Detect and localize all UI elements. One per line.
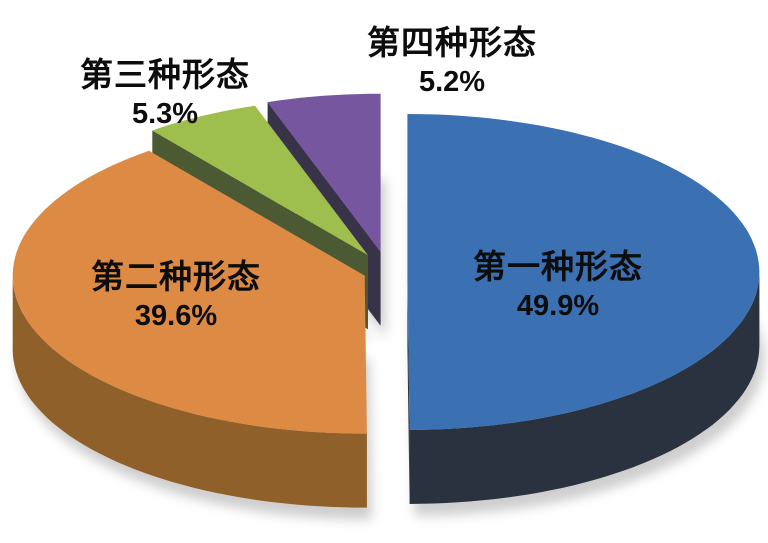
slice-top-face (152, 105, 368, 256)
slice-side-face (407, 272, 410, 504)
pie-slice-1 (407, 114, 760, 504)
slice-rim (409, 272, 760, 504)
slice-rim (12, 275, 367, 508)
slice-top-face (12, 150, 367, 434)
pie-slice-2 (12, 150, 367, 508)
slice-top-face (267, 93, 381, 252)
slice-top-face (407, 114, 760, 430)
